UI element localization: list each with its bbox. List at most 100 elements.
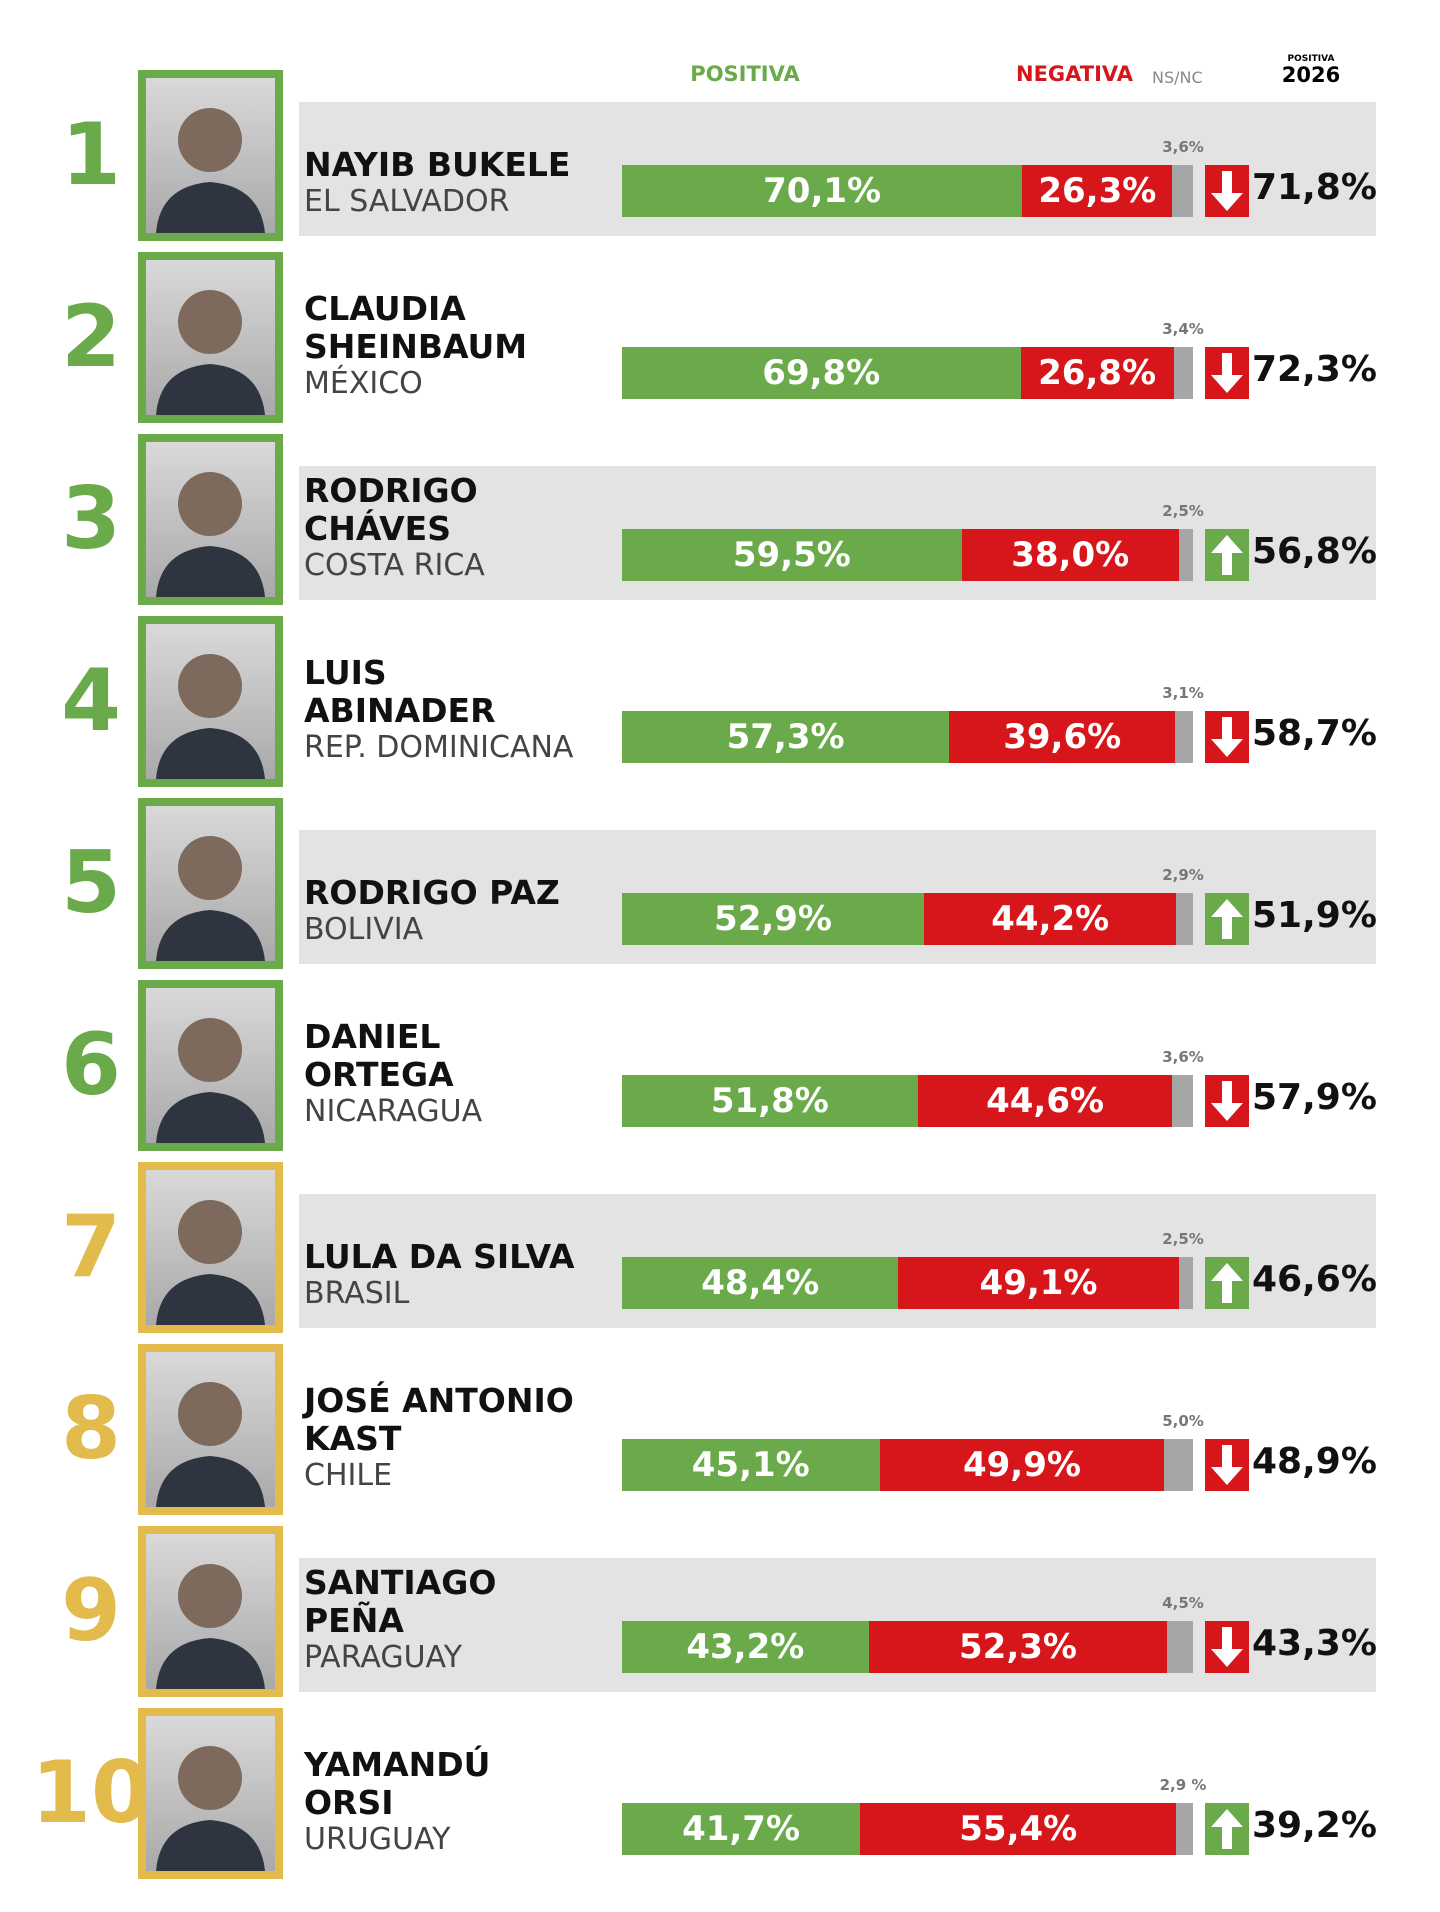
rank: 4 [61, 651, 121, 751]
trend-arrow [1205, 1621, 1249, 1673]
bar-segment [622, 1621, 869, 1673]
candidate-name: CLAUDIA [304, 289, 466, 328]
bar-segment [898, 1257, 1179, 1309]
trend-arrow [1205, 711, 1249, 763]
rank: 1 [61, 105, 121, 205]
previous-value: 58,7% [1252, 713, 1377, 754]
bar-label: 26,3% [1038, 171, 1157, 211]
previous-value: 48,9% [1252, 1441, 1377, 1482]
nsnc-label: 3,6% [1162, 1048, 1204, 1066]
candidate-name: LUIS [304, 653, 387, 692]
rank: 6 [61, 1015, 121, 1115]
bar-segment [1176, 1803, 1193, 1855]
bar-segment [924, 893, 1177, 945]
photo [138, 1526, 283, 1697]
bar-segment [1175, 711, 1193, 763]
country: COSTA RICA [304, 548, 485, 583]
country: CHILE [304, 1458, 393, 1493]
candidate-name: CHÁVES [304, 509, 451, 548]
bar-segment [1173, 347, 1193, 399]
candidate-name: LULA DA SILVA [304, 1237, 575, 1276]
rank: 5 [61, 833, 121, 933]
candidate-name: KAST [304, 1419, 402, 1458]
photo [138, 1708, 283, 1879]
previous-value: 46,6% [1252, 1259, 1377, 1300]
previous-value: 43,3% [1252, 1623, 1377, 1664]
bar-segment [622, 711, 950, 763]
bar-label: 41,7% [682, 1809, 801, 1849]
bar-label: 57,3% [726, 717, 845, 757]
rank: 8 [61, 1379, 121, 1479]
bar-label: 49,1% [979, 1263, 1098, 1303]
header-nsnc: NS/NC [1152, 68, 1203, 87]
previous-value: 39,2% [1252, 1805, 1377, 1846]
bar-segment [622, 1803, 861, 1855]
trend-arrow [1205, 347, 1249, 399]
bar-segment [622, 347, 1021, 399]
bar-label: 38,0% [1011, 535, 1130, 575]
candidate-name: JOSÉ ANTONIO [304, 1381, 574, 1420]
bar-label: 26,8% [1038, 353, 1157, 393]
rank: 9 [61, 1561, 121, 1661]
bar-label: 44,6% [986, 1081, 1105, 1121]
trend-arrow [1205, 1439, 1249, 1491]
photo [138, 798, 283, 969]
candidate-name: NAYIB BUKELE [304, 145, 571, 184]
nsnc-label: 2,5% [1162, 1230, 1204, 1248]
nsnc-label: 2,5% [1162, 502, 1204, 520]
candidate-name: SHEINBAUM [304, 327, 528, 366]
bar-label: 70,1% [763, 171, 882, 211]
bar-label: 43,2% [686, 1627, 805, 1667]
bar-segment [622, 165, 1023, 217]
previous-value: 72,3% [1252, 349, 1377, 390]
rank: 7 [61, 1197, 121, 1297]
header-negative: NEGATIVA [1016, 62, 1133, 86]
bar-segment [1022, 165, 1173, 217]
bar-label: 59,5% [732, 535, 851, 575]
previous-value: 71,8% [1252, 167, 1377, 208]
country: URUGUAY [304, 1822, 451, 1857]
photo [138, 252, 283, 423]
candidate-name: ORTEGA [304, 1055, 454, 1094]
rank: 10 [31, 1743, 151, 1843]
photo [138, 1344, 283, 1515]
header-positive: POSITIVA [690, 62, 800, 86]
country: BOLIVIA [304, 912, 424, 947]
nsnc-label: 3,6% [1162, 138, 1204, 156]
rank: 3 [61, 469, 121, 569]
bar-label: 55,4% [959, 1809, 1078, 1849]
trend-arrow [1205, 893, 1249, 945]
nsnc-label: 5,0% [1162, 1412, 1204, 1430]
bar-segment [868, 1621, 1168, 1673]
country: BRASIL [304, 1276, 410, 1311]
bar-segment [622, 529, 962, 581]
bar-segment [1020, 347, 1174, 399]
bar-label: 52,9% [714, 899, 832, 939]
candidate-name: RODRIGO PAZ [304, 873, 560, 912]
bar-label: 39,6% [1003, 717, 1122, 757]
candidate-name: PEÑA [304, 1601, 404, 1640]
photo [138, 1162, 283, 1333]
bar-segment [622, 1075, 918, 1127]
trend-arrow [1205, 1257, 1249, 1309]
bar-segment [949, 711, 1176, 763]
photo [138, 434, 283, 605]
country: PARAGUAY [304, 1640, 463, 1675]
bar-segment [622, 893, 925, 945]
country: REP. DOMINICANA [304, 730, 574, 765]
rank: 2 [61, 287, 121, 387]
nsnc-label: 2,9 % [1159, 1776, 1207, 1794]
photo [138, 980, 283, 1151]
country: MÉXICO [304, 366, 423, 401]
nsnc-label: 2,9% [1162, 866, 1204, 884]
bar-segment [1176, 893, 1193, 945]
nsnc-label: 3,4% [1162, 320, 1204, 338]
photo [138, 70, 283, 241]
bar-segment [860, 1803, 1177, 1855]
candidate-name: ORSI [304, 1783, 394, 1822]
photo [138, 616, 283, 787]
bar-label: 69,8% [762, 353, 881, 393]
trend-arrow [1205, 1075, 1249, 1127]
candidate-name: RODRIGO [304, 471, 478, 510]
